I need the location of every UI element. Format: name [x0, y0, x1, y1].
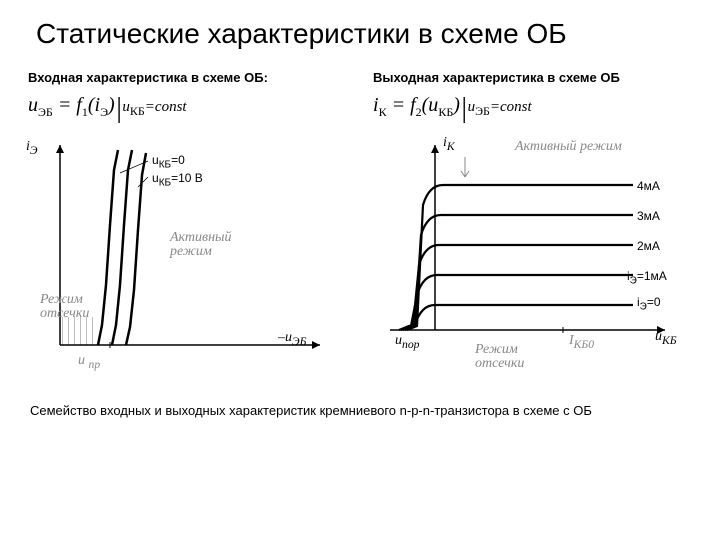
left-subtitle: Входная характеристика в схеме ОБ: [20, 70, 355, 85]
right-formula: iК = f2(uКБ)|uЭБ=const [365, 93, 700, 125]
page-title: Статические характеристики в схеме ОБ [0, 0, 720, 50]
curve-label-r4: iЭ=0 [637, 295, 661, 312]
output-characteristic-chart: iК Активный режим Режимотсечки uКБ uпор … [365, 135, 685, 395]
curve-label-1: uКБ=10 В [152, 171, 203, 188]
caption: Семейство входных и выходных характерист… [0, 395, 720, 418]
right-subtitle: Выходная характеристика в схеме ОБ [365, 70, 700, 85]
region-cutoff: Режимотсечки [40, 293, 89, 321]
region-cutoff-r: Режимотсечки [475, 343, 524, 371]
x-axis-label-r: uКБ [655, 329, 677, 347]
y-axis-label: iЭ [26, 139, 38, 157]
right-column: Выходная характеристика в схеме ОБ iК = … [365, 70, 700, 395]
curve-label-r3: iЭ=1мА [627, 269, 667, 286]
region-active-r: Активный режим [515, 139, 622, 155]
left-column: Входная характеристика в схеме ОБ: uЭБ =… [20, 70, 355, 395]
iker-label: IКБ0 [569, 333, 594, 351]
left-formula: uЭБ = f1(iЭ)|uКБ=const [20, 93, 355, 125]
x-tick-label: u пр [78, 353, 100, 371]
y-axis-label-r: iК [443, 135, 455, 153]
x-left-label: uпор [395, 333, 419, 351]
curve-label-r0: 4мА [637, 179, 660, 193]
right-chart-svg [365, 135, 685, 395]
curve-label-r2: 2мА [637, 239, 660, 253]
curve-label-0: uКБ=0 [152, 153, 185, 170]
input-characteristic-chart: iЭ uКБ=0 uКБ=10 В Активныйрежим Режимотс… [20, 135, 340, 395]
region-active: Активныйрежим [170, 231, 232, 259]
curve-label-r1: 3мА [637, 209, 660, 223]
x-axis-label: –uЭБ [278, 330, 307, 348]
columns: Входная характеристика в схеме ОБ: uЭБ =… [0, 50, 720, 395]
